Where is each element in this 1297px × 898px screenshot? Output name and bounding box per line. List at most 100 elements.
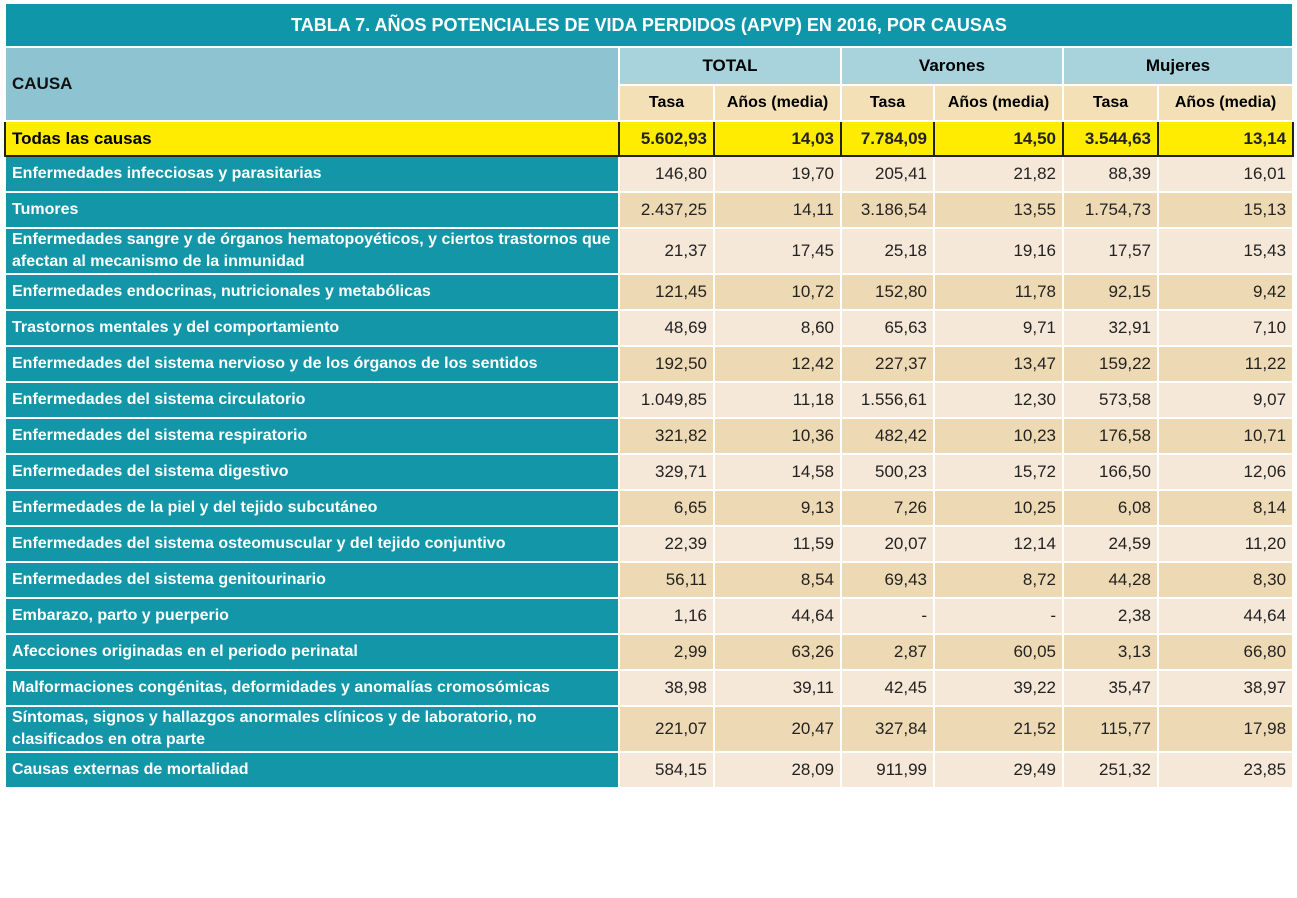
value-cell: 10,71: [1156, 417, 1295, 455]
value-cell: 23,85: [1156, 751, 1295, 789]
value-cell: 14,58: [713, 453, 842, 491]
sub-header: Tasa: [618, 84, 715, 122]
row-label: Enfermedades del sistema digestivo: [4, 453, 620, 491]
value-cell: 12,14: [933, 525, 1064, 563]
value-cell: 482,42: [840, 417, 935, 455]
value-cell: 176,58: [1062, 417, 1159, 455]
value-cell: 35,47: [1062, 669, 1159, 707]
value-cell: 92,15: [1062, 273, 1159, 311]
value-cell: 2.437,25: [618, 191, 715, 229]
row-label: Enfermedades del sistema nervioso y de l…: [4, 345, 620, 383]
value-cell: 44,28: [1062, 561, 1159, 599]
value-cell: 7,10: [1156, 309, 1295, 347]
value-cell: 3.544,63: [1062, 120, 1159, 157]
value-cell: 7,26: [840, 489, 935, 527]
value-cell: 13,47: [933, 345, 1064, 383]
value-cell: 42,45: [840, 669, 935, 707]
value-cell: 12,30: [933, 381, 1064, 419]
value-cell: 20,47: [713, 705, 842, 753]
sub-header: Tasa: [840, 84, 935, 122]
value-cell: 121,45: [618, 273, 715, 311]
sub-header: Años (media): [1156, 84, 1295, 122]
data-table: TABLA 7. AÑOS POTENCIALES DE VIDA PERDID…: [3, 2, 1295, 789]
value-cell: 39,11: [713, 669, 842, 707]
value-cell: 11,18: [713, 381, 842, 419]
row-label: Enfermedades endocrinas, nutricionales y…: [4, 273, 620, 311]
value-cell: 21,52: [933, 705, 1064, 753]
value-cell: 3,13: [1062, 633, 1159, 671]
value-cell: 17,57: [1062, 227, 1159, 275]
row-label: Enfermedades infecciosas y parasitarias: [4, 155, 620, 193]
value-cell: 12,42: [713, 345, 842, 383]
value-cell: 63,26: [713, 633, 842, 671]
table-row: Enfermedades del sistema nervioso y de l…: [4, 345, 1295, 383]
sub-header: Tasa: [1062, 84, 1159, 122]
value-cell: 1.754,73: [1062, 191, 1159, 229]
value-cell: 205,41: [840, 155, 935, 193]
value-cell: 29,49: [933, 751, 1064, 789]
table-title: TABLA 7. AÑOS POTENCIALES DE VIDA PERDID…: [3, 2, 1295, 48]
value-cell: 21,37: [618, 227, 715, 275]
value-cell: 17,45: [713, 227, 842, 275]
value-cell: 13,55: [933, 191, 1064, 229]
sub-header: Años (media): [933, 84, 1064, 122]
value-cell: 1.556,61: [840, 381, 935, 419]
table-row: Enfermedades sangre y de órganos hematop…: [4, 227, 1295, 275]
value-cell: 227,37: [840, 345, 935, 383]
table-row: Enfermedades endocrinas, nutricionales y…: [4, 273, 1295, 311]
row-label: Enfermedades del sistema genitourinario: [4, 561, 620, 599]
value-cell: 66,80: [1156, 633, 1295, 671]
value-cell: 192,50: [618, 345, 715, 383]
table-row: Síntomas, signos y hallazgos anormales c…: [4, 705, 1295, 753]
table-row: Afecciones originadas en el periodo peri…: [4, 633, 1295, 671]
row-label: Enfermedades del sistema osteomuscular y…: [4, 525, 620, 563]
row-label: Enfermedades sangre y de órganos hematop…: [4, 227, 620, 275]
value-cell: 11,20: [1156, 525, 1295, 563]
value-cell: 584,15: [618, 751, 715, 789]
table-row: Enfermedades infecciosas y parasitarias 1…: [4, 155, 1295, 193]
value-cell: 327,84: [840, 705, 935, 753]
table-row: Enfermedades de la piel y del tejido sub…: [4, 489, 1295, 527]
row-label: Embarazo, parto y puerperio: [4, 597, 620, 635]
value-cell: 6,08: [1062, 489, 1159, 527]
group-header: Varones: [840, 46, 1064, 86]
value-cell: 11,22: [1156, 345, 1295, 383]
value-cell: 17,98: [1156, 705, 1295, 753]
value-cell: 21,82: [933, 155, 1064, 193]
value-cell: 8,30: [1156, 561, 1295, 599]
value-cell: 15,13: [1156, 191, 1295, 229]
value-cell: 2,87: [840, 633, 935, 671]
value-cell: 2,38: [1062, 597, 1159, 635]
value-cell: 25,18: [840, 227, 935, 275]
value-cell: 321,82: [618, 417, 715, 455]
value-cell: 48,69: [618, 309, 715, 347]
value-cell: 24,59: [1062, 525, 1159, 563]
group-header: Mujeres: [1061, 46, 1295, 86]
row-label: Tumores: [4, 191, 620, 229]
value-cell: 573,58: [1062, 381, 1159, 419]
value-cell: 500,23: [840, 453, 935, 491]
value-cell: 1,16: [618, 597, 715, 635]
value-cell: 56,11: [618, 561, 715, 599]
value-cell: 3.186,54: [840, 191, 935, 229]
table-row: Trastornos mentales y del comportamiento…: [4, 309, 1295, 347]
value-cell: 10,23: [933, 417, 1064, 455]
value-cell: 5.602,93: [618, 120, 715, 157]
value-cell: 159,22: [1062, 345, 1159, 383]
value-cell: 69,43: [840, 561, 935, 599]
row-label: Enfermedades del sistema circulatorio: [4, 381, 620, 419]
row-label: Todas las causas: [4, 120, 620, 157]
row-label: Enfermedades de la piel y del tejido sub…: [4, 489, 620, 527]
value-cell: 7.784,09: [840, 120, 935, 157]
table-row: Todas las causas 5.602,93 14,03 7.784,09 14,…: [4, 120, 1295, 157]
value-cell: 911,99: [840, 751, 935, 789]
value-cell: 14,03: [713, 120, 842, 157]
value-cell: 65,63: [840, 309, 935, 347]
value-cell: 2,99: [618, 633, 715, 671]
value-cell: 329,71: [618, 453, 715, 491]
value-cell: 10,72: [713, 273, 842, 311]
value-cell: 9,42: [1156, 273, 1295, 311]
table-row: Tasa Años (media) Tasa Años (media) Tasa Años…: [5, 84, 1295, 122]
row-label: Afecciones originadas en el periodo peri…: [4, 633, 620, 671]
